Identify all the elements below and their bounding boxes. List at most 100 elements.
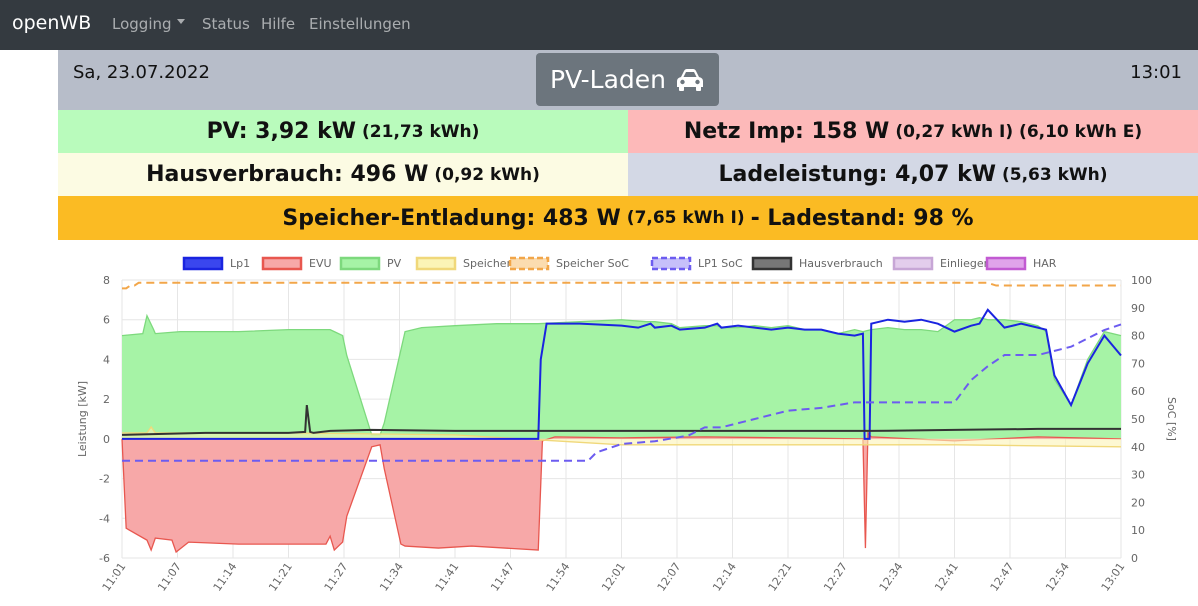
x-tick-label: 11:21 bbox=[266, 560, 295, 593]
charging-energy: (5,63 kWh) bbox=[1001, 164, 1108, 185]
y2-tick-label: 20 bbox=[1131, 496, 1145, 509]
legend-swatch bbox=[892, 256, 934, 271]
y2-tick-label: 60 bbox=[1131, 385, 1145, 398]
legend-item-lp1-soc[interactable]: LP1 SoC bbox=[650, 256, 743, 271]
legend-item-hausverbrauch[interactable]: Hausverbrauch bbox=[751, 256, 883, 271]
y-tick-label: -6 bbox=[99, 552, 110, 565]
y2-tick-label: 50 bbox=[1131, 413, 1145, 426]
current-time: 13:01 bbox=[1130, 62, 1182, 83]
y2-tick-label: 90 bbox=[1131, 302, 1145, 315]
battery-power: Speicher-Entladung: 483 W bbox=[282, 205, 621, 231]
x-tick-label: 11:34 bbox=[377, 560, 406, 593]
legend-label: Speicher bbox=[463, 257, 512, 270]
legend-label: HAR bbox=[1033, 257, 1057, 270]
legend-label: Speicher SoC bbox=[556, 257, 629, 270]
charge-mode-button[interactable]: PV-Laden bbox=[536, 53, 719, 106]
nav-einstellungen[interactable]: Einstellungen bbox=[309, 15, 411, 33]
legend-swatch bbox=[182, 256, 224, 271]
charge-mode-label: PV-Laden bbox=[549, 65, 667, 94]
y-axis-title: Leistung [kW] bbox=[76, 381, 89, 457]
current-date: Sa, 23.07.2022 bbox=[73, 62, 210, 83]
y-tick-label: -2 bbox=[99, 473, 110, 486]
x-tick-label: 11:41 bbox=[433, 560, 462, 593]
series-area-evu bbox=[122, 432, 1121, 553]
series-area-pv bbox=[122, 315, 1121, 439]
legend-item-evu[interactable]: EVU bbox=[261, 256, 332, 271]
charging-power-tile: Ladeleistung: 4,07 kW (5,63 kWh) bbox=[628, 153, 1198, 196]
legend-item-speicher[interactable]: Speicher bbox=[415, 256, 512, 271]
nav-status[interactable]: Status bbox=[202, 15, 250, 33]
nav-logging[interactable]: Logging bbox=[112, 15, 185, 33]
legend-label: Hausverbrauch bbox=[799, 257, 883, 270]
series-line-hausverbrauch bbox=[121, 404, 1121, 436]
x-tick-label: 11:54 bbox=[544, 560, 573, 593]
legend-item-einlieger[interactable]: Einlieger bbox=[892, 256, 989, 271]
brand-logo[interactable]: openWB bbox=[12, 12, 92, 34]
x-tick-label: 11:14 bbox=[211, 560, 240, 593]
x-tick-label: 12:14 bbox=[710, 560, 739, 593]
x-tick-label: 12:34 bbox=[877, 560, 906, 593]
pv-tile: PV: 3,92 kW (21,73 kWh) bbox=[58, 110, 628, 153]
legend-label: EVU bbox=[309, 257, 332, 270]
y2-tick-label: 30 bbox=[1131, 469, 1145, 482]
x-tick-label: 12:54 bbox=[1043, 560, 1072, 593]
x-tick-label: 11:47 bbox=[488, 560, 517, 593]
nav-hilfe[interactable]: Hilfe bbox=[261, 15, 296, 33]
chevron-down-icon bbox=[176, 19, 185, 24]
y2-axis-title: SoC [%] bbox=[1165, 397, 1178, 441]
pv-power: PV: 3,92 kW bbox=[206, 119, 357, 144]
series-area-speicher bbox=[122, 426, 1121, 447]
y2-tick-label: 0 bbox=[1131, 552, 1138, 565]
x-tick-label: 11:01 bbox=[100, 560, 129, 593]
legend-swatch bbox=[508, 256, 550, 271]
y2-tick-label: 80 bbox=[1131, 330, 1145, 343]
legend-swatch bbox=[751, 256, 793, 271]
y2-tick-label: 70 bbox=[1131, 357, 1145, 370]
x-tick-label: 11:07 bbox=[155, 560, 184, 593]
x-tick-label: 12:07 bbox=[655, 560, 684, 593]
y-tick-label: 8 bbox=[103, 274, 110, 287]
y-tick-label: -4 bbox=[99, 512, 110, 525]
legend-label: LP1 SoC bbox=[698, 257, 743, 270]
x-tick-label: 12:41 bbox=[932, 560, 961, 593]
battery-energy: (7,65 kWh I) bbox=[626, 208, 745, 228]
series-line-lp1-soc bbox=[122, 323, 1122, 462]
house-energy: (0,92 kWh) bbox=[434, 164, 540, 185]
house-power: Hausverbrauch: 496 W bbox=[146, 162, 429, 187]
house-consumption-tile: Hausverbrauch: 496 W (0,92 kWh) bbox=[58, 153, 628, 196]
x-tick-label: 11:27 bbox=[322, 560, 351, 593]
legend-swatch bbox=[261, 256, 303, 271]
x-tick-label: 12:47 bbox=[988, 560, 1017, 593]
y2-tick-label: 10 bbox=[1131, 524, 1145, 537]
legend-swatch bbox=[415, 256, 457, 271]
pv-energy: (21,73 kWh) bbox=[362, 121, 480, 142]
top-navbar: openWB Logging Status Hilfe Einstellunge… bbox=[0, 0, 1198, 50]
status-header: Sa, 23.07.2022 PV-Laden 13:01 bbox=[58, 50, 1198, 110]
grid-energy: (0,27 kWh I) (6,10 kWh E) bbox=[895, 121, 1143, 142]
battery-tile: Speicher-Entladung: 483 W (7,65 kWh I) -… bbox=[58, 196, 1198, 240]
legend-swatch bbox=[985, 256, 1027, 271]
y-tick-label: 4 bbox=[103, 353, 110, 366]
y2-tick-label: 40 bbox=[1131, 441, 1145, 454]
legend-item-lp1[interactable]: Lp1 bbox=[182, 256, 250, 271]
grid-power: Netz Imp: 158 W bbox=[683, 119, 890, 144]
legend-label: PV bbox=[387, 257, 402, 270]
x-tick-label: 12:27 bbox=[821, 560, 850, 593]
legend-label: Einlieger bbox=[940, 257, 989, 270]
charging-power: Ladeleistung: 4,07 kW bbox=[718, 162, 996, 187]
battery-soc: - Ladestand: 98 % bbox=[750, 205, 974, 231]
legend-item-har[interactable]: HAR bbox=[985, 256, 1057, 271]
legend-swatch bbox=[650, 256, 692, 271]
legend-label: Lp1 bbox=[230, 257, 250, 270]
y-tick-label: 0 bbox=[103, 433, 110, 446]
nav-logging-label: Logging bbox=[112, 15, 172, 33]
legend-item-pv[interactable]: PV bbox=[339, 256, 402, 271]
y-tick-label: 6 bbox=[103, 314, 110, 327]
legend-item-speicher-soc[interactable]: Speicher SoC bbox=[508, 256, 629, 271]
x-tick-label: 12:21 bbox=[766, 560, 795, 593]
legend-swatch bbox=[339, 256, 381, 271]
x-tick-label: 12:01 bbox=[599, 560, 628, 593]
car-icon bbox=[677, 68, 704, 91]
x-tick-label: 13:01 bbox=[1099, 560, 1128, 593]
